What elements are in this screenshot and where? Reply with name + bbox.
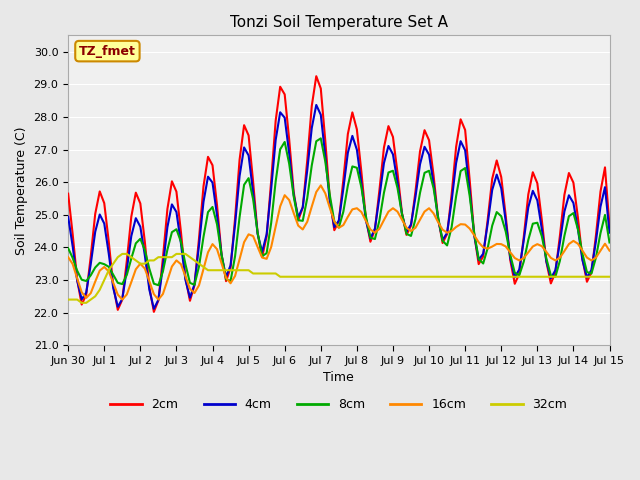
- Legend: 2cm, 4cm, 8cm, 16cm, 32cm: 2cm, 4cm, 8cm, 16cm, 32cm: [105, 394, 572, 417]
- X-axis label: Time: Time: [323, 371, 354, 384]
- Title: Tonzi Soil Temperature Set A: Tonzi Soil Temperature Set A: [230, 15, 448, 30]
- Text: TZ_fmet: TZ_fmet: [79, 45, 136, 58]
- Y-axis label: Soil Temperature (C): Soil Temperature (C): [15, 126, 28, 254]
